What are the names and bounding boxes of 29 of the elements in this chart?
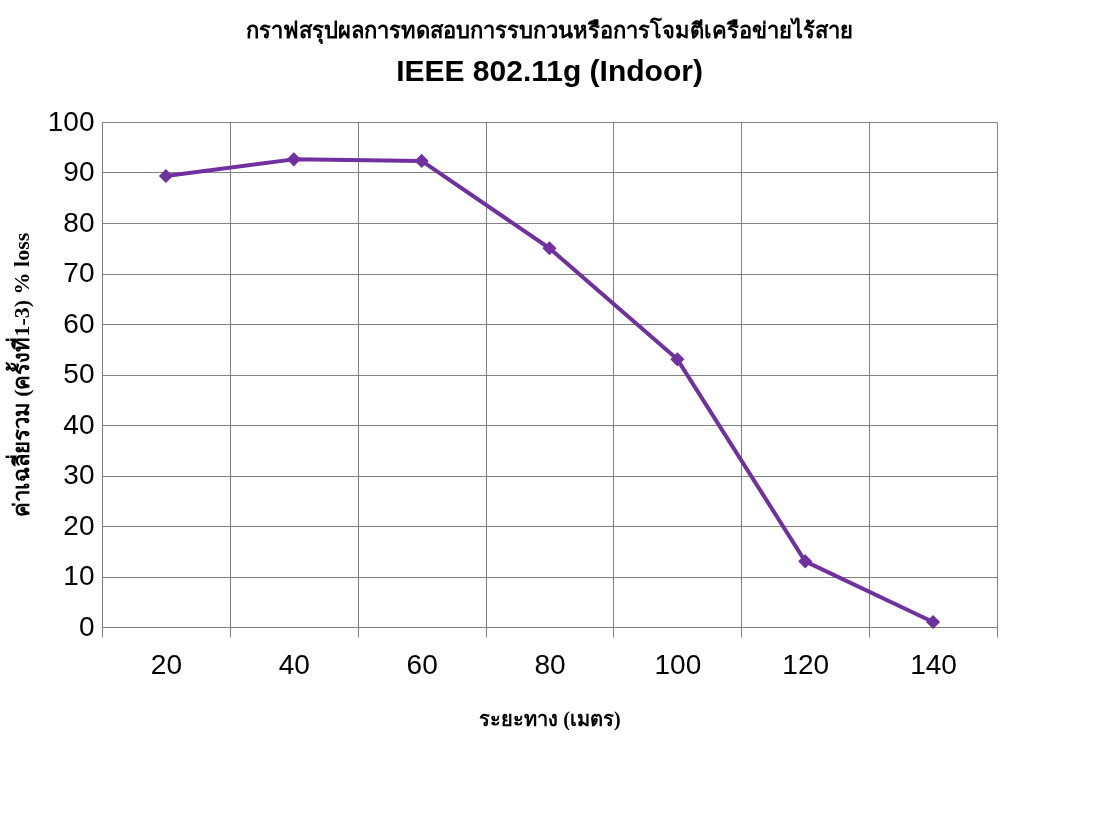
x-tick-label: 40 (278, 648, 310, 680)
point (158, 168, 173, 184)
y-tick-label: 80 (63, 206, 95, 238)
y-tick-label: 60 (63, 307, 95, 339)
y-tick-label: 10 (63, 560, 95, 591)
y-tick-label: 90 (63, 156, 95, 187)
chart-subtitle: IEEE 802.11g (Indoor) (396, 54, 703, 87)
x-tick-label: 20 (150, 648, 183, 680)
y-tick-label: 40 (63, 408, 95, 440)
y-tick-label: 0 (78, 610, 95, 642)
x-tick-label: 140 (910, 648, 957, 680)
y-tick-label: 20 (63, 509, 95, 541)
point (798, 554, 813, 569)
x-tick-label: 120 (782, 648, 830, 680)
y-axis-title: ค่าเฉลี่ยรวม (ครั้งที่1-3) % loss (4, 232, 34, 518)
x-tick-label: 100 (654, 648, 702, 680)
x-tick-label: 80 (534, 648, 566, 680)
point (926, 614, 941, 630)
point (542, 241, 557, 256)
x-tick-label: 60 (406, 648, 438, 680)
y-tick-label: 100 (47, 105, 95, 137)
y-tick-label: 30 (63, 459, 95, 490)
point (286, 152, 301, 167)
y-tick-label: 70 (63, 257, 95, 288)
chart-title: กราฟสรุปผลการทดสอบการรบกวนหรือการโจมตีเครือข่ายไร้สาย (246, 17, 853, 45)
y-tick-label: 50 (63, 358, 95, 389)
point (670, 352, 685, 367)
point (414, 153, 429, 168)
x-axis-title: ระยะทาง (เมตร) (479, 707, 621, 731)
